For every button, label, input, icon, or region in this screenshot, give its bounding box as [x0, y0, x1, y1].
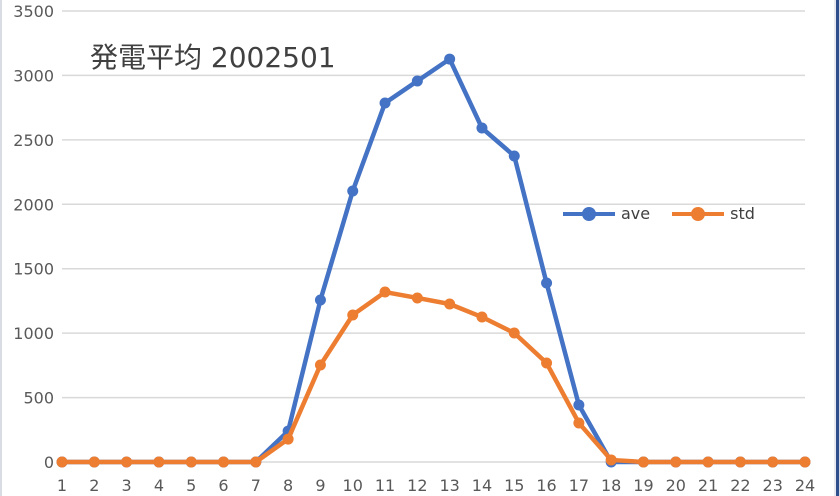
data-point-marker [250, 456, 262, 468]
data-point-marker [799, 456, 811, 468]
data-point-marker [347, 309, 359, 321]
legend-std-line-marker-icon [672, 206, 725, 221]
series-std [56, 286, 811, 468]
data-point-marker [411, 292, 423, 304]
data-point-marker [767, 456, 779, 468]
x-tick-label: 13 [439, 476, 459, 495]
x-tick-label: 18 [601, 476, 621, 495]
y-tick-label: 3000 [13, 66, 54, 85]
data-point-marker [88, 456, 100, 468]
chart-title: 発電平均 2002501 [90, 41, 336, 74]
y-tick-label: 3500 [13, 2, 54, 21]
legend-item-std: std [672, 204, 755, 223]
legend-label-std: std [730, 204, 755, 223]
data-point-marker [185, 456, 197, 468]
x-tick-label: 15 [504, 476, 524, 495]
x-tick-label: 10 [343, 476, 363, 495]
data-point-marker [702, 456, 714, 468]
data-point-marker [573, 417, 585, 429]
data-point-marker [121, 456, 133, 468]
x-tick-label: 9 [315, 476, 325, 495]
data-point-marker [282, 433, 294, 445]
data-point-marker [605, 454, 617, 466]
data-series [56, 53, 811, 468]
x-tick-label: 16 [536, 476, 556, 495]
x-tick-label: 21 [698, 476, 718, 495]
data-point-marker [476, 311, 488, 323]
x-tick-label: 3 [122, 476, 132, 495]
left-edge-border [0, 0, 2, 496]
legend-ave-line-marker-icon [563, 206, 615, 221]
window-right-border [834, 0, 840, 496]
x-tick-label: 1 [57, 476, 67, 495]
data-point-marker [670, 456, 682, 468]
gridlines [62, 10, 805, 463]
data-point-marker [444, 53, 456, 65]
x-tick-label: 2 [89, 476, 99, 495]
data-point-marker [541, 277, 553, 289]
y-tick-label: 1000 [13, 324, 54, 343]
data-point-marker [476, 122, 488, 134]
data-point-marker [56, 456, 68, 468]
x-tick-label: 7 [251, 476, 261, 495]
x-tick-label: 11 [375, 476, 395, 495]
data-point-marker [573, 399, 585, 411]
x-tick-label: 14 [472, 476, 492, 495]
y-tick-label: 2000 [13, 195, 54, 214]
y-tick-label: 0 [44, 453, 54, 472]
series-ave [56, 53, 811, 468]
data-point-marker [379, 97, 391, 109]
x-tick-label: 20 [666, 476, 686, 495]
data-point-marker [444, 298, 456, 310]
x-tick-label: 5 [186, 476, 196, 495]
data-point-marker [411, 75, 423, 87]
legend-label-ave: ave [621, 204, 651, 223]
legend-item-ave: ave [563, 204, 650, 223]
legend: ave std [563, 204, 755, 223]
y-tick-label: 500 [23, 389, 54, 408]
x-tick-label: 19 [633, 476, 653, 495]
y-tick-label: 1500 [13, 260, 54, 279]
x-tick-label: 6 [218, 476, 228, 495]
data-point-marker [508, 327, 520, 339]
data-point-marker [541, 357, 553, 369]
x-tick-label: 24 [795, 476, 815, 495]
data-point-marker [734, 456, 746, 468]
data-point-marker [508, 150, 520, 162]
x-axis-ticks: 1 2 3 4 5 6 7 8 9 10 11 12 13 14 15 16 17 18 19 20 21 22 23 24 [57, 476, 815, 495]
data-point-marker [379, 286, 391, 298]
x-tick-label: 12 [407, 476, 427, 495]
data-point-marker [637, 456, 649, 468]
data-point-marker [347, 185, 359, 197]
x-tick-label: 22 [730, 476, 750, 495]
x-tick-label: 8 [283, 476, 293, 495]
data-point-marker [314, 359, 326, 371]
x-tick-label: 4 [154, 476, 164, 495]
data-point-marker [153, 456, 165, 468]
y-axis-ticks: 0 500 1000 1500 2000 2500 3000 3500 [13, 2, 54, 472]
x-tick-label: 17 [569, 476, 589, 495]
x-tick-label: 23 [763, 476, 783, 495]
series-line [62, 56, 805, 465]
data-point-marker [314, 294, 326, 306]
data-point-marker [218, 456, 230, 468]
y-tick-label: 2500 [13, 131, 54, 150]
series-line [62, 289, 805, 465]
